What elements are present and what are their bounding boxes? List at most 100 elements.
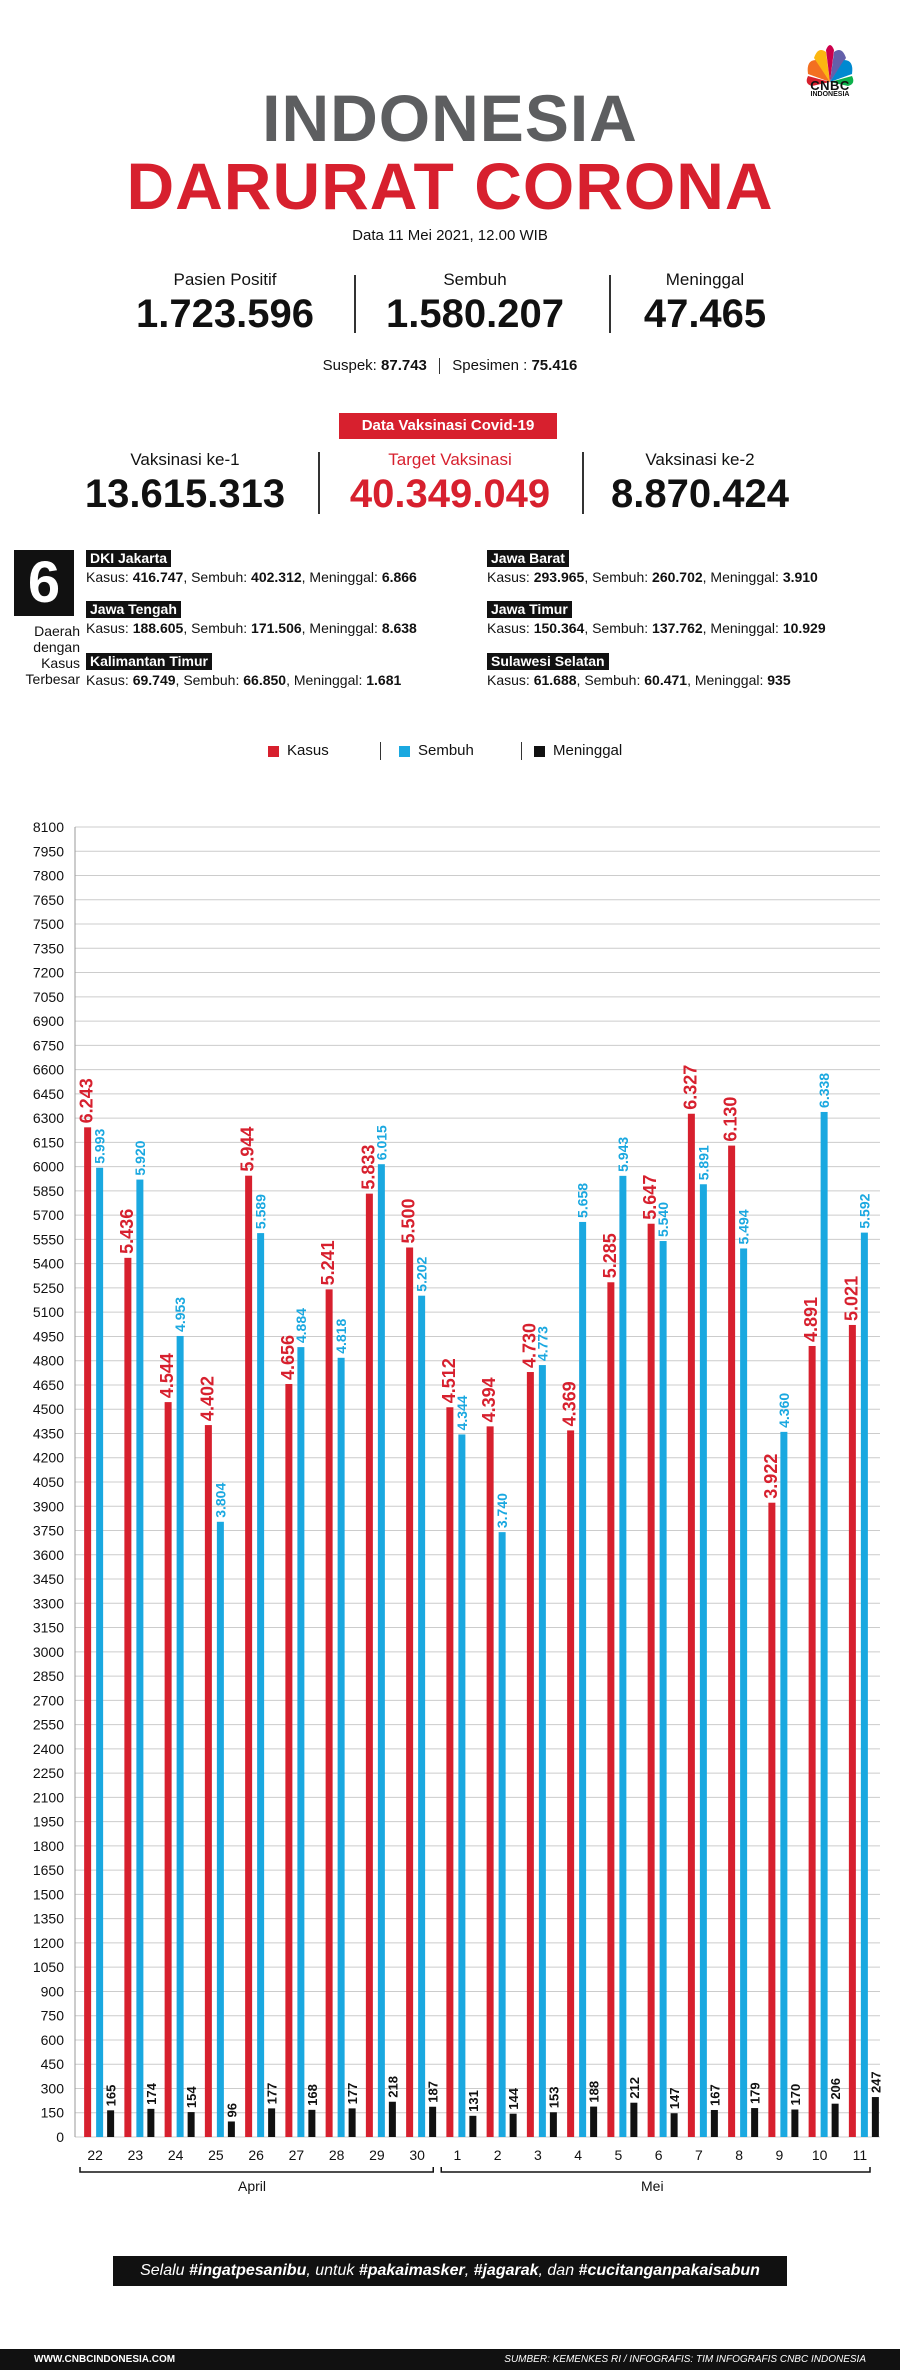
y-tick-label: 1200 [33, 1935, 64, 1951]
bar-kasus [768, 1502, 776, 2137]
slogan-hashtag: #jagarak [473, 2262, 539, 2279]
slogan-hashtag: #cucitanganpakaisabun [578, 2262, 760, 2279]
bar-meninggal [429, 2106, 437, 2137]
y-tick-label: 3900 [33, 1498, 64, 1514]
y-tick-label: 7950 [33, 843, 64, 859]
data-label-sembuh: 4.344 [454, 1395, 470, 1430]
sembuh-label: Sembuh: [191, 620, 248, 636]
meninggal-label: Meninggal: [710, 620, 779, 636]
meninggal-value: 3.910 [782, 569, 818, 585]
data-label-sembuh: 4.884 [293, 1308, 309, 1343]
y-tick-label: 2700 [33, 1692, 64, 1708]
data-label-kasus: 6.130 [721, 1097, 741, 1142]
bar-sembuh [740, 1248, 748, 2137]
region-item: Jawa Tengah Kasus: 188.605, Sembuh: 171.… [86, 601, 417, 636]
data-label-kasus: 5.241 [318, 1240, 338, 1285]
meninggal-label: Meninggal: [710, 569, 779, 585]
x-tick-label: 27 [289, 2147, 305, 2163]
data-label-meninggal: 168 [305, 2084, 320, 2106]
data-label-meninggal: 188 [587, 2081, 602, 2103]
data-label-sembuh: 5.592 [856, 1193, 872, 1228]
region-item: Sulawesi Selatan Kasus: 61.688, Sembuh: … [487, 653, 791, 688]
y-tick-label: 7800 [33, 868, 64, 884]
bar-meninggal [630, 2102, 638, 2137]
bar-kasus [204, 1425, 212, 2137]
bar-meninggal [107, 2110, 115, 2137]
vaccine-target-label: Target Vaksinasi [388, 450, 512, 469]
y-tick-label: 4800 [33, 1353, 64, 1369]
y-tick-label: 2400 [33, 1741, 64, 1757]
data-label-sembuh: 5.202 [414, 1256, 430, 1291]
meninggal-value: 6.866 [381, 569, 417, 585]
data-label-sembuh: 3.804 [212, 1483, 228, 1518]
region-count: 6 [14, 550, 74, 616]
x-tick-label: 30 [409, 2147, 425, 2163]
region-caption: Daerah dengan Kasus Terbesar [25, 623, 80, 687]
y-tick-label: 7200 [33, 965, 64, 981]
region-name: DKI Jakarta [86, 550, 172, 567]
vaccine-target-value: 40.349.049 [349, 472, 551, 516]
data-label-meninggal: 218 [385, 2076, 400, 2098]
bar-meninggal [509, 2113, 517, 2137]
y-tick-label: 450 [41, 2056, 65, 2072]
month-label-mei: Mei [641, 2178, 664, 2194]
sembuh-value: 402.312 [251, 569, 302, 585]
bar-sembuh [297, 1347, 305, 2137]
kasus-label: Kasus: [487, 672, 530, 688]
bar-meninggal [388, 2101, 396, 2137]
data-label-sembuh: 6.015 [373, 1125, 389, 1160]
x-tick-label: 28 [329, 2147, 345, 2163]
stat-meninggal: Meninggal 47.465 [595, 270, 815, 337]
data-label-meninggal: 170 [788, 2084, 803, 2106]
meninggal-label: Meninggal: [694, 672, 764, 688]
legend-swatch-meninggal [534, 745, 545, 757]
y-tick-label: 4350 [33, 1425, 64, 1441]
data-label-kasus: 4.544 [157, 1353, 177, 1398]
data-label-sembuh: 5.993 [92, 1129, 108, 1164]
data-label-meninggal: 131 [466, 2090, 481, 2112]
vaccine-dose2-label: Vaksinasi ke-2 [645, 450, 755, 469]
y-tick-label: 1800 [33, 1838, 64, 1854]
y-tick-label: 7050 [33, 989, 64, 1005]
footer-website[interactable]: WWW.CNBCINDONESIA.COM [34, 2354, 176, 2365]
sembuh-value: 66.850 [243, 672, 287, 688]
vaccine-divider [318, 452, 320, 514]
month-label-april: April [238, 2178, 267, 2194]
y-tick-label: 300 [41, 2080, 65, 2096]
y-tick-label: 2850 [33, 1668, 64, 1684]
y-tick-label: 3450 [33, 1571, 64, 1587]
bar-meninggal [871, 2097, 879, 2137]
suspek-spesimen-line: Suspek: 87.743 Spesimen : 75.416 [0, 357, 900, 375]
y-tick-label: 750 [41, 2008, 65, 2024]
data-label-kasus: 5.833 [358, 1145, 378, 1190]
data-label-sembuh: 5.658 [575, 1183, 591, 1218]
y-tick-label: 5400 [33, 1256, 64, 1272]
region-name: Jawa Tengah [86, 601, 181, 618]
y-tick-label: 1050 [33, 1959, 64, 1975]
meninggal-value: 935 [767, 672, 791, 688]
bar-sembuh [699, 1184, 707, 2137]
data-label-sembuh: 3.740 [494, 1493, 510, 1528]
x-tick-label: 26 [248, 2147, 264, 2163]
meninggal-label: Meninggal: [309, 569, 378, 585]
kasus-label: Kasus: [487, 620, 530, 636]
spesimen-value: 75.416 [531, 357, 578, 374]
group-bracket-april [79, 2167, 434, 2173]
data-label-meninggal: 212 [627, 2077, 642, 2099]
data-label-meninggal: 174 [144, 2082, 159, 2104]
bar-sembuh [860, 1232, 868, 2137]
bar-kasus [164, 1402, 172, 2137]
x-tick-label: 5 [614, 2147, 622, 2163]
slogan-text: , dan [538, 2262, 579, 2279]
legend-divider [380, 742, 381, 760]
bar-kasus [486, 1426, 494, 2137]
kasus-value: 69.749 [132, 672, 176, 688]
bar-meninggal [147, 2108, 155, 2137]
bar-sembuh [176, 1335, 184, 2137]
stat-sembuh: Sembuh 1.580.207 [345, 270, 605, 337]
data-label-meninggal: 167 [707, 2084, 722, 2106]
region-name: Jawa Barat [487, 550, 569, 567]
data-label-kasus: 4.402 [197, 1376, 217, 1421]
data-label-kasus: 5.021 [841, 1276, 861, 1321]
y-tick-label: 5550 [33, 1231, 64, 1247]
